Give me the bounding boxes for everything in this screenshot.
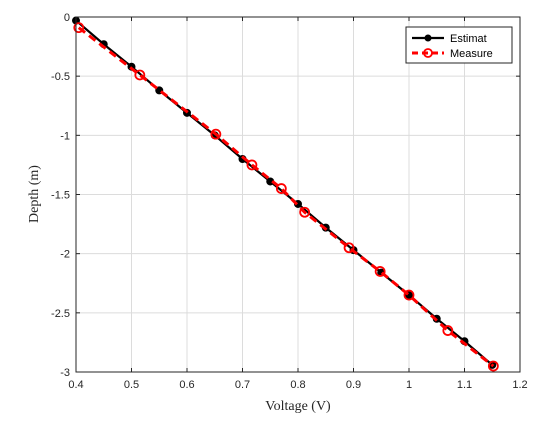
measure-point	[403, 289, 415, 301]
x-tick-label: 0.6	[179, 379, 194, 391]
measure-point	[343, 242, 355, 254]
measure-point	[374, 266, 386, 277]
measure-point	[442, 325, 454, 336]
x-axis-label: Voltage (V)	[265, 399, 331, 414]
measure-point	[210, 128, 222, 140]
measure-point	[275, 183, 287, 194]
estimat-legend-label: Estimat	[450, 33, 487, 45]
y-tick-label: -0.5	[51, 71, 70, 83]
x-tick-label: 0.8	[290, 379, 305, 391]
measure-point	[134, 69, 146, 81]
y-tick-label: -1	[60, 130, 70, 142]
y-tick-label: -3	[60, 367, 70, 379]
x-tick-label: 1	[406, 379, 412, 391]
y-tick-label: -2	[60, 249, 70, 261]
x-tick-label: 0.7	[235, 379, 250, 391]
measure-point	[246, 159, 258, 171]
x-tick-label: 0.4	[68, 379, 83, 391]
y-tick-label: -2.5	[51, 308, 70, 320]
legend-box	[405, 26, 513, 64]
x-tick-label: 0.9	[346, 379, 361, 391]
measure-legend-marker	[423, 48, 433, 58]
series-layer	[72, 16, 499, 372]
measure-legend-label: Measure	[450, 48, 493, 60]
y-tick-label: 0	[64, 12, 70, 24]
x-tick-label: 0.5	[124, 379, 139, 391]
measure-point	[299, 206, 311, 218]
y-tick-label: -1.5	[51, 190, 70, 202]
tick-layer: 0.4 0.5 0.6 0.7 0.8 0.9 1 1.1 1.2 0 -0.5 -1 -1.5 -2 -2…	[51, 12, 528, 391]
measure-series-line	[77, 26, 495, 368]
legend: Estimat Measure	[405, 26, 513, 64]
x-tick-label: 1.1	[457, 379, 472, 391]
measure-point	[73, 22, 85, 34]
y-axis-label: Depth (m)	[27, 165, 42, 223]
x-tick-label: 1.2	[512, 379, 527, 391]
grid	[75, 16, 521, 373]
measure-point	[487, 360, 499, 372]
estimat-legend-marker	[424, 34, 432, 42]
axis-labels: Voltage (V) Depth (m)	[27, 165, 331, 414]
